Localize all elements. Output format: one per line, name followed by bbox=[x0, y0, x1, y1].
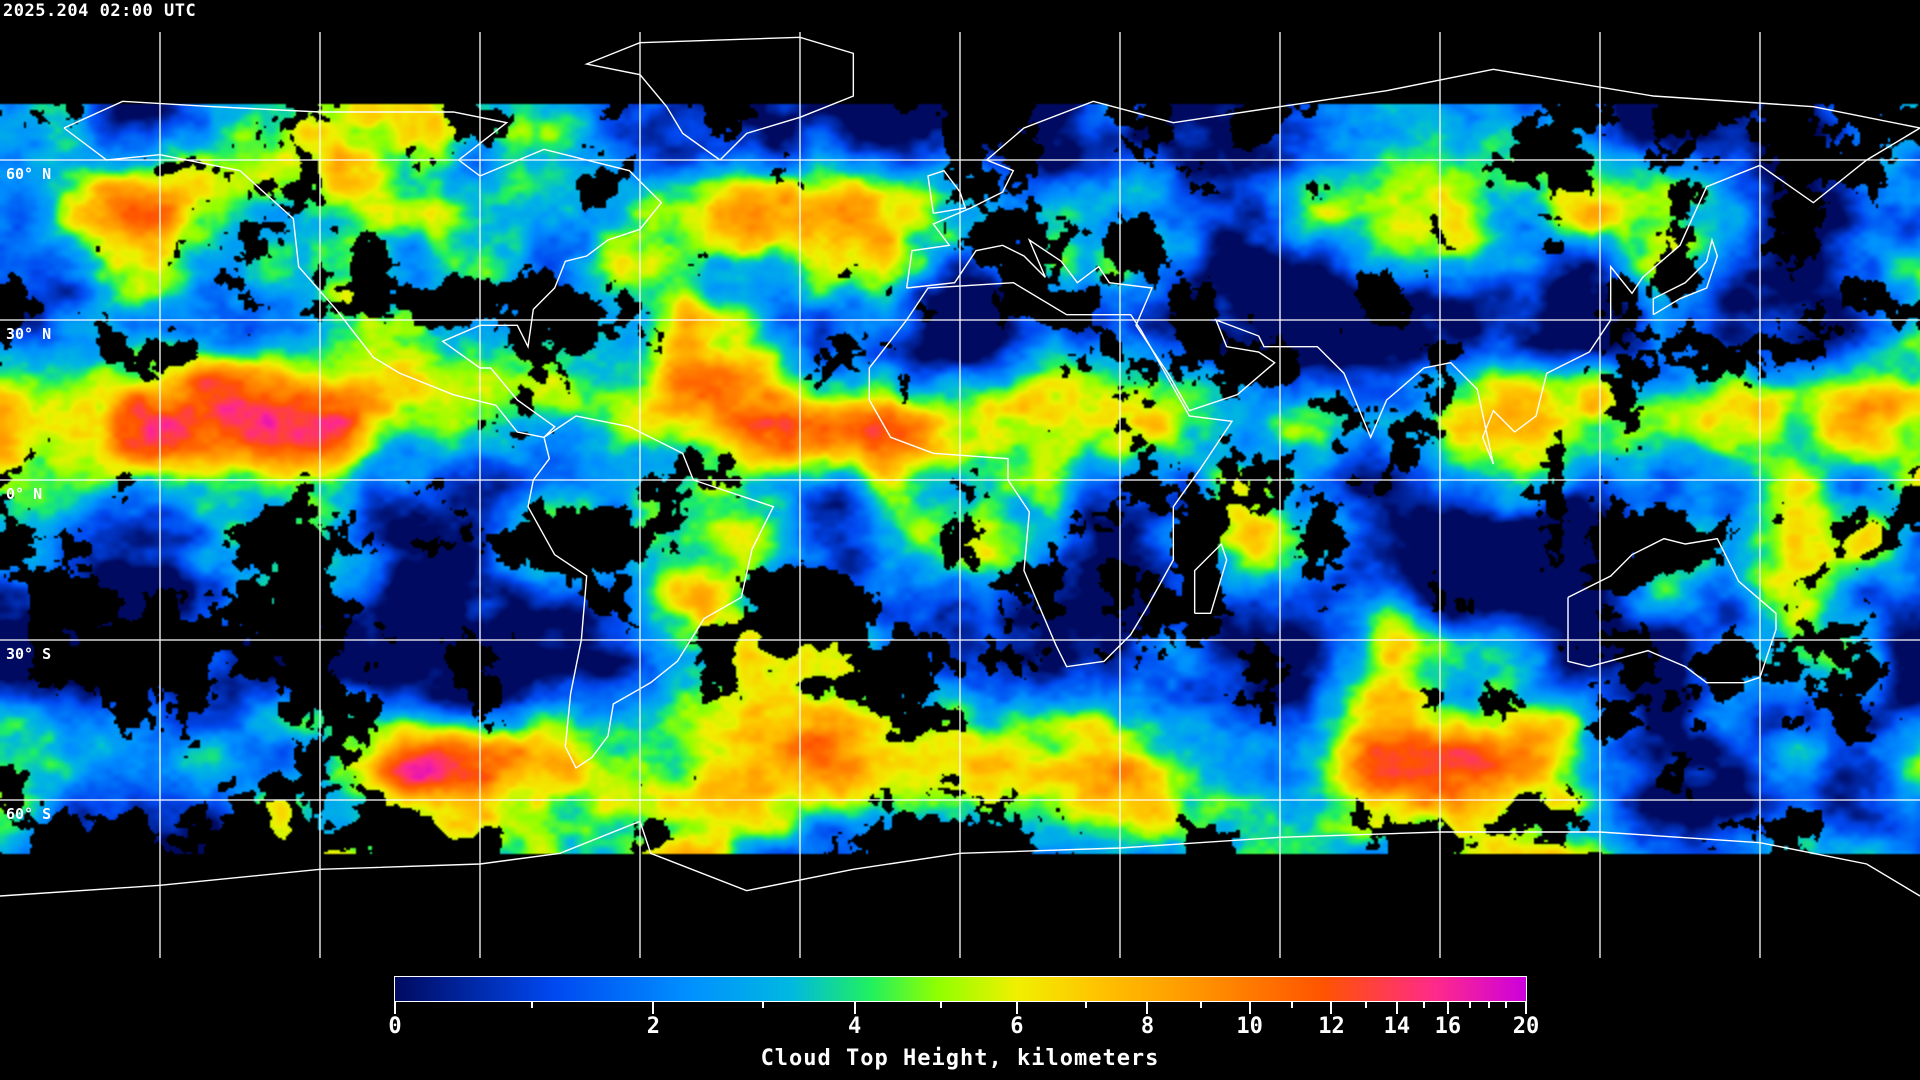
minor-tick bbox=[1199, 1002, 1202, 1008]
tick-label: 20 bbox=[1512, 1014, 1540, 1039]
minor-tick bbox=[531, 1002, 534, 1008]
tick-label: 10 bbox=[1236, 1014, 1263, 1039]
minor-tick bbox=[1488, 1002, 1491, 1008]
tick-label: 14 bbox=[1383, 1014, 1411, 1039]
colorbar bbox=[394, 976, 1527, 1002]
coastline-eurasia bbox=[905, 68, 1920, 465]
colorbar-title: Cloud Top Height, kilometers bbox=[760, 1046, 1160, 1071]
minor-tick bbox=[939, 1002, 942, 1008]
major-tick bbox=[1248, 1002, 1251, 1014]
minor-tick bbox=[1468, 1002, 1471, 1008]
major-tick bbox=[1395, 1002, 1398, 1014]
major-tick bbox=[394, 1002, 396, 1014]
coastline-antarctica bbox=[0, 820, 1920, 897]
major-tick bbox=[1146, 1002, 1149, 1014]
coastline-greenland bbox=[584, 36, 855, 161]
major-tick bbox=[1015, 1002, 1018, 1014]
tick-label: 4 bbox=[848, 1014, 862, 1039]
colorbar-ticks bbox=[394, 1002, 1527, 1014]
latitude-label: 60° S bbox=[6, 805, 52, 823]
tick-label: 8 bbox=[1140, 1014, 1155, 1039]
tick-label: 0 bbox=[388, 1014, 402, 1039]
coastline-madagascar bbox=[1193, 542, 1228, 615]
tick-label: 12 bbox=[1318, 1014, 1345, 1039]
coastline-africa bbox=[868, 281, 1234, 668]
major-tick bbox=[1330, 1002, 1333, 1014]
latitude-label: 30° N bbox=[6, 325, 52, 343]
tick-label: 2 bbox=[646, 1014, 660, 1039]
timestamp: 2025.204 02:00 UTC bbox=[3, 1, 197, 21]
latitude-label: 30° S bbox=[6, 645, 52, 663]
minor-tick bbox=[1291, 1002, 1294, 1008]
major-tick bbox=[652, 1002, 655, 1014]
coastline-australia bbox=[1567, 537, 1777, 684]
coastline-japan bbox=[1652, 237, 1719, 316]
major-tick bbox=[853, 1002, 856, 1014]
minor-tick bbox=[1365, 1002, 1368, 1008]
major-tick bbox=[1446, 1002, 1449, 1014]
major-tick bbox=[1525, 1002, 1527, 1014]
tick-label: 16 bbox=[1434, 1014, 1462, 1039]
latitude-label: 60° N bbox=[6, 165, 52, 183]
minor-tick bbox=[1084, 1002, 1087, 1008]
minor-tick bbox=[1505, 1002, 1508, 1008]
tick-label: 6 bbox=[1010, 1014, 1024, 1039]
minor-tick bbox=[761, 1002, 764, 1008]
latitude-label: 0° N bbox=[6, 485, 43, 503]
coastline-south-america bbox=[527, 415, 775, 770]
map-overlay bbox=[0, 32, 1920, 958]
coastline-great-britain bbox=[927, 169, 967, 215]
minor-tick bbox=[1422, 1002, 1425, 1008]
coastline-north-america bbox=[63, 100, 663, 439]
